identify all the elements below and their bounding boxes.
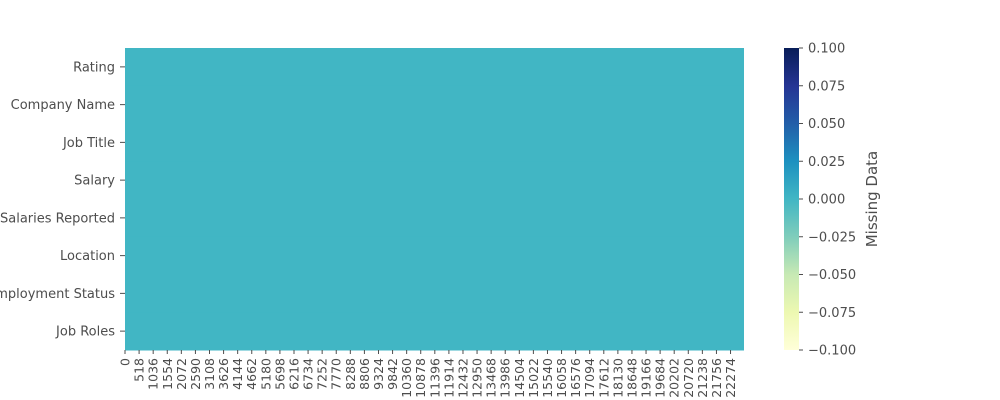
x-axis: 0 518 1036 1554 2072 2590 3108 3626 4144 4662 5180… <box>118 350 738 398</box>
x-tick-label: 9324 <box>371 358 386 390</box>
heatmap-row-cells <box>125 123 744 162</box>
colorbar <box>784 48 799 350</box>
x-tick-label: 16058 <box>554 358 569 398</box>
x-tick-label: 0 <box>118 358 133 366</box>
colorbar-tick-label: 0.050 <box>808 117 845 132</box>
x-tick-label: 12432 <box>455 358 470 398</box>
colorbar-tick-label: −0.075 <box>808 306 856 321</box>
x-tick-label: 15540 <box>540 358 555 398</box>
x-tick-label: 1554 <box>160 358 175 390</box>
y-tick-label: Job Title <box>62 136 115 151</box>
x-tick-label: 7252 <box>315 358 330 390</box>
y-axis: Rating Company Name Job Title Salary Salarie… <box>0 60 125 340</box>
x-tick-label: 9842 <box>385 358 400 390</box>
colorbar-ticks: 0.100 0.075 0.050 0.025 0.000 −0.025 −0.050 −0.… <box>799 42 856 359</box>
x-tick-label: 518 <box>132 358 147 382</box>
x-tick-label: 8288 <box>343 358 358 390</box>
y-tick-label: Salaries Reported <box>0 211 115 226</box>
heatmap-row-cells <box>125 236 744 275</box>
x-tick-label: 19684 <box>653 358 668 398</box>
x-tick-label: 11396 <box>427 358 442 398</box>
x-tick-label: 7770 <box>329 358 344 390</box>
x-tick-label: 20720 <box>681 358 696 398</box>
x-tick-label: 1036 <box>146 358 161 390</box>
x-tick-label: 8806 <box>357 358 372 390</box>
x-tick-label: 18130 <box>610 358 625 398</box>
y-tick-label: Location <box>60 249 115 264</box>
heatmap-row-cells <box>125 161 744 200</box>
heatmap-row-cells <box>125 199 744 238</box>
x-tick-label: 5180 <box>258 358 273 390</box>
heatmap-row-cells <box>125 274 744 313</box>
x-tick-label: 6216 <box>286 358 301 390</box>
colorbar-tick-label: 0.025 <box>808 155 845 170</box>
x-tick-label: 10360 <box>399 358 414 398</box>
x-tick-label: 2072 <box>174 358 189 390</box>
colorbar-tick-label: −0.050 <box>808 268 856 283</box>
x-tick-label: 3108 <box>202 358 217 390</box>
y-tick-label: Salary <box>74 174 115 189</box>
y-tick-label: Job Roles <box>55 325 115 340</box>
x-tick-label: 19166 <box>639 358 654 398</box>
x-tick-label: 10878 <box>413 358 428 398</box>
x-tick-label: 20202 <box>667 358 682 398</box>
x-tick-label: 13468 <box>484 358 499 398</box>
heatmap-row-cells <box>125 85 744 124</box>
y-tick-label: Employment Status <box>0 287 115 302</box>
x-tick-label: 11914 <box>441 358 456 398</box>
colorbar-tick-label: 0.000 <box>808 193 845 208</box>
x-tick-label: 6734 <box>301 358 316 390</box>
colorbar-tick-label: 0.100 <box>808 42 845 57</box>
x-tick-label: 4144 <box>230 358 245 390</box>
x-tick-label: 12950 <box>470 358 485 398</box>
heatmap-row-cells <box>125 48 744 87</box>
x-tick-label: 21756 <box>709 358 724 398</box>
colorbar-label: Missing Data <box>863 151 881 248</box>
colorbar-tick-label: −0.025 <box>808 230 856 245</box>
x-tick-label: 2590 <box>188 358 203 390</box>
x-tick-label: 4662 <box>244 358 259 390</box>
y-tick-label: Rating <box>73 60 115 75</box>
x-tick-label: 21238 <box>695 358 710 398</box>
colorbar-tick-label: −0.100 <box>808 344 856 359</box>
colorbar-tick-label: 0.075 <box>808 79 845 94</box>
x-tick-label: 17094 <box>582 358 597 398</box>
x-tick-label: 17612 <box>596 358 611 398</box>
y-tick-label: Company Name <box>11 98 115 113</box>
x-tick-label: 3626 <box>216 358 231 390</box>
heatmap-cells <box>125 48 744 351</box>
x-tick-label: 16576 <box>568 358 583 398</box>
heatmap-row-cells <box>125 312 744 351</box>
x-tick-label: 13986 <box>498 358 513 398</box>
x-tick-label: 5698 <box>272 358 287 390</box>
x-tick-label: 15022 <box>526 358 541 398</box>
x-tick-label: 14504 <box>512 358 527 398</box>
x-tick-label: 18648 <box>624 358 639 398</box>
x-tick-label: 22274 <box>723 358 738 398</box>
